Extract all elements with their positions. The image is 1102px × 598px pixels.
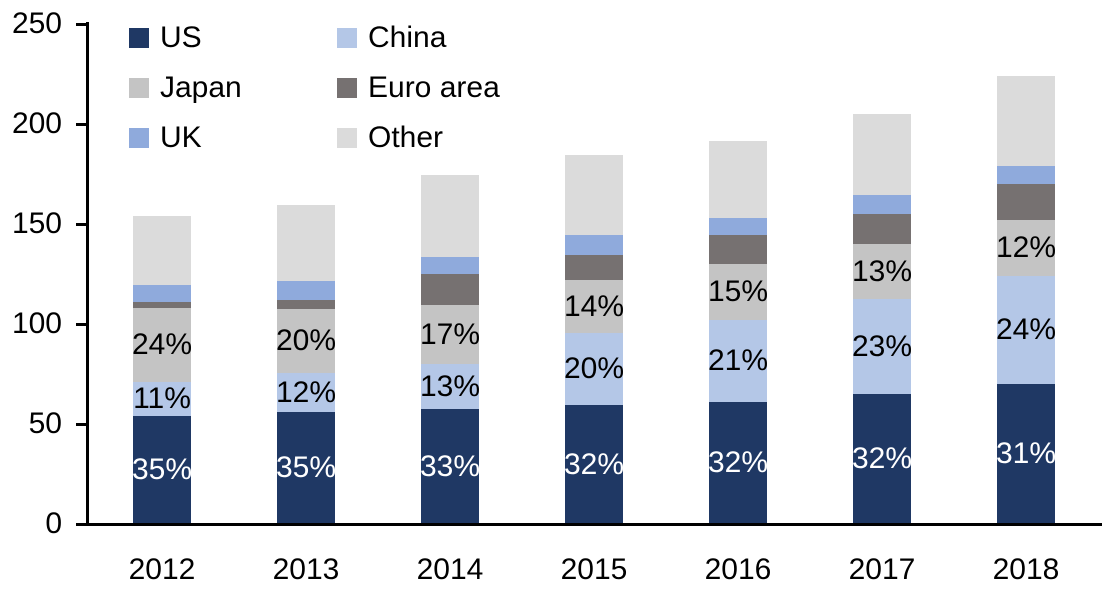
bar-segment-china-2017: [853, 299, 911, 394]
segment-label-china-2018: 24%: [995, 313, 1057, 346]
bar-segment-euro-area-2013: [277, 300, 335, 309]
bar-segment-japan-2014: [421, 305, 479, 364]
legend-swatch-china: [337, 28, 357, 48]
segment-label-japan-2015: 14%: [563, 289, 625, 323]
legend-label-euro-area: Euro area: [368, 71, 500, 104]
bar-segment-uk-2015: [565, 235, 623, 255]
segment-label-china-2013: 12%: [275, 375, 337, 409]
bar-segment-china-2012: [133, 382, 191, 416]
y-axis-tick: [76, 22, 86, 26]
y-axis-tick-label: 200: [11, 107, 62, 140]
y-axis-tick: [76, 222, 86, 226]
bar-segment-china-2018: [997, 276, 1055, 384]
legend-swatch-us: [129, 28, 149, 48]
bar-segment-euro-area-2014: [421, 274, 479, 305]
legend-swatch-japan: [129, 78, 149, 98]
y-axis-tick-label: 100: [11, 307, 62, 340]
bar-segment-us-2017: [853, 394, 911, 524]
bar-segment-japan-2015: [565, 280, 623, 333]
bar-segment-us-2018: [997, 384, 1055, 524]
bar-segment-euro-area-2016: [709, 235, 767, 264]
bar-segment-china-2014: [421, 364, 479, 409]
legend-swatch-uk: [129, 128, 149, 148]
bar-segment-other-2012: [133, 216, 191, 285]
bar-segment-other-2017: [853, 114, 911, 195]
bar-segment-china-2016: [709, 320, 767, 402]
x-axis-label-2016: 2016: [704, 553, 772, 586]
legend-label-uk: UK: [160, 121, 202, 154]
bar-segment-uk-2017: [853, 195, 911, 214]
bar-segment-other-2014: [421, 175, 479, 257]
bar-segment-us-2013: [277, 412, 335, 524]
bar-segment-us-2016: [709, 402, 767, 524]
bar-segment-uk-2018: [997, 166, 1055, 184]
legend-label-other: Other: [368, 121, 444, 154]
x-axis-label-2017: 2017: [848, 553, 916, 586]
bar-segment-japan-2012: [133, 308, 191, 382]
bar-segment-other-2018: [997, 76, 1055, 166]
bar-segment-euro-area-2012: [133, 302, 191, 308]
bar-segment-other-2013: [277, 205, 335, 281]
segment-label-china-2015: 20%: [563, 352, 625, 385]
bar-segment-uk-2012: [133, 285, 191, 302]
y-axis-line: [86, 22, 89, 526]
y-axis-tick-label: 0: [45, 507, 62, 540]
segment-label-us-2015: 32%: [563, 447, 625, 481]
bar-segment-japan-2017: [853, 244, 911, 299]
segment-label-us-2016: 32%: [707, 446, 769, 479]
bar-segment-uk-2013: [277, 281, 335, 300]
bar-segment-other-2015: [565, 155, 623, 235]
bar-segment-uk-2014: [421, 257, 479, 274]
segment-label-china-2016: 21%: [707, 344, 769, 377]
segment-label-us-2018: 31%: [995, 437, 1057, 470]
y-axis-tick-label: 50: [28, 407, 62, 440]
segment-label-japan-2014: 17%: [419, 317, 481, 351]
segment-label-japan-2016: 15%: [707, 275, 769, 308]
y-axis-tick: [76, 422, 86, 426]
bar-segment-us-2012: [133, 416, 191, 524]
x-axis-label-2015: 2015: [560, 553, 628, 586]
y-axis-tick: [76, 122, 86, 126]
segment-label-china-2017: 23%: [851, 329, 913, 363]
bar-segment-china-2015: [565, 333, 623, 405]
segment-label-us-2012: 35%: [131, 453, 193, 486]
bar-segment-us-2014: [421, 409, 479, 524]
legend-swatch-euro-area: [337, 78, 357, 98]
x-axis-label-2018: 2018: [992, 553, 1060, 586]
x-axis-line: [86, 523, 1102, 526]
x-axis-label-2013: 2013: [272, 553, 340, 586]
bar-segment-us-2015: [565, 405, 623, 524]
bar-segment-other-2016: [709, 141, 767, 218]
segment-label-japan-2013: 20%: [275, 324, 337, 357]
legend-swatch-other: [337, 128, 357, 148]
segment-label-japan-2012: 24%: [131, 328, 193, 361]
bar-segment-euro-area-2017: [853, 214, 911, 244]
segment-label-japan-2017: 13%: [851, 254, 913, 288]
bar-segment-euro-area-2018: [997, 184, 1055, 220]
x-axis-label-2012: 2012: [128, 553, 196, 586]
y-axis-tick: [76, 522, 86, 526]
segment-label-japan-2018: 12%: [995, 231, 1057, 264]
segment-label-us-2014: 33%: [419, 449, 481, 483]
segment-label-us-2013: 35%: [275, 451, 337, 484]
x-axis-label-2014: 2014: [416, 553, 484, 586]
legend-label-us: US: [160, 21, 202, 54]
y-axis-tick: [76, 322, 86, 326]
bar-segment-japan-2018: [997, 220, 1055, 276]
legend-label-japan: Japan: [160, 71, 242, 104]
segment-label-china-2014: 13%: [419, 369, 481, 403]
legend-label-china: China: [368, 21, 447, 54]
bar-segment-japan-2016: [709, 264, 767, 320]
bar-segment-uk-2016: [709, 218, 767, 235]
y-axis-tick-label: 250: [11, 7, 62, 40]
y-axis-tick-label: 150: [11, 207, 62, 240]
segment-label-china-2012: 11%: [133, 382, 191, 415]
segment-label-us-2017: 32%: [851, 442, 913, 475]
bar-segment-euro-area-2015: [565, 255, 623, 280]
bar-segment-japan-2013: [277, 309, 335, 373]
bar-segment-china-2013: [277, 373, 335, 412]
